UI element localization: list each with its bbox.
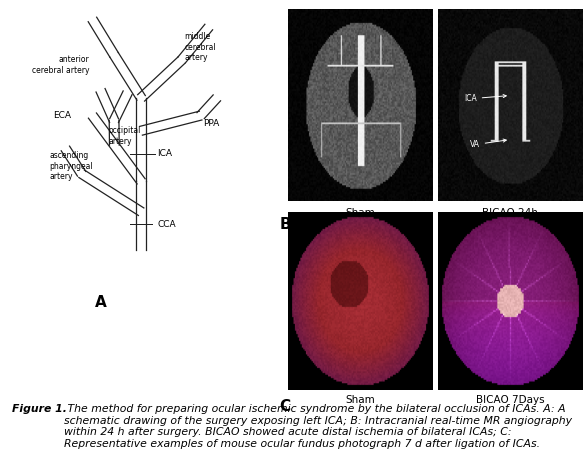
Text: Figure 1.: Figure 1. — [12, 404, 66, 414]
Text: Sham: Sham — [345, 208, 375, 218]
Text: ICA: ICA — [158, 149, 172, 158]
Text: ascending
pharyngeal
artery: ascending pharyngeal artery — [49, 151, 93, 181]
Text: Sham: Sham — [345, 395, 375, 404]
Text: BICAO 24h: BICAO 24h — [482, 208, 538, 218]
Text: BICAO 7Days: BICAO 7Days — [476, 395, 544, 404]
Text: PPA: PPA — [203, 119, 219, 127]
Text: ICA: ICA — [464, 94, 506, 103]
Text: anterior
cerebral artery: anterior cerebral artery — [32, 55, 90, 75]
Text: B: B — [279, 217, 291, 232]
Text: The method for preparing ocular ischemic syndrome by the bilateral occlusion of : The method for preparing ocular ischemic… — [64, 404, 572, 449]
Text: occipital
artery: occipital artery — [109, 126, 141, 146]
Text: VA: VA — [470, 139, 506, 149]
Text: A: A — [95, 295, 106, 310]
Text: C: C — [279, 399, 290, 414]
Text: ECA: ECA — [53, 111, 71, 120]
Text: middle
cerebral
artery: middle cerebral artery — [185, 32, 216, 62]
Text: CCA: CCA — [158, 220, 176, 229]
